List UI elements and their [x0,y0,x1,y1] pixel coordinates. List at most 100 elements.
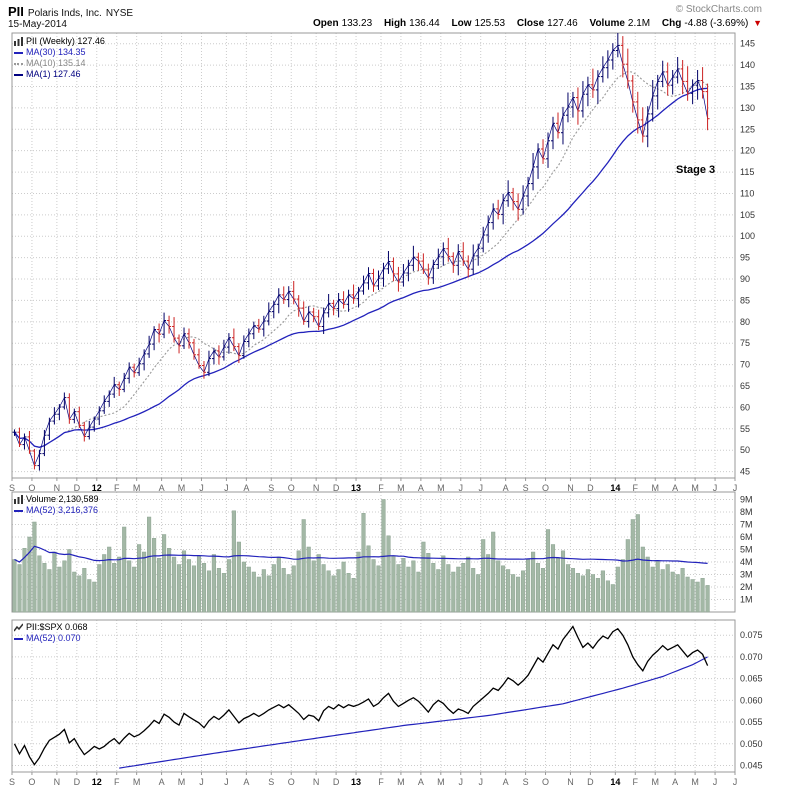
svg-text:S: S [9,777,15,787]
svg-text:A: A [503,777,509,787]
histogram-icon [14,37,23,46]
ratio-legend: PII:$SPX 0.068 MA(52) 0.070 [14,622,88,644]
svg-text:115: 115 [740,167,754,177]
svg-text:0.055: 0.055 [740,717,763,727]
quote-low-value: 125.53 [474,18,506,29]
svg-text:N: N [54,483,61,493]
svg-text:N: N [54,777,61,787]
svg-text:J: J [224,483,229,493]
quote-low-label: Low [451,18,472,29]
svg-text:O: O [542,483,549,493]
svg-text:5M: 5M [740,545,753,555]
svg-text:A: A [243,483,249,493]
ratio-legend-ma-row: MA(52) 0.070 [14,633,88,644]
svg-text:O: O [28,483,35,493]
chart-canvas: 4550556065707580859095100105110115120125… [9,32,763,787]
svg-text:M: M [691,483,699,493]
svg-text:0.050: 0.050 [740,739,763,749]
svg-text:13: 13 [351,777,361,787]
svg-text:M: M [133,777,141,787]
svg-text:120: 120 [740,146,755,156]
svg-text:60: 60 [740,402,750,412]
svg-text:S: S [268,777,274,787]
svg-text:M: M [133,483,141,493]
svg-text:D: D [74,483,81,493]
svg-text:145: 145 [740,39,755,49]
svg-text:N: N [313,777,320,787]
svg-text:F: F [114,777,120,787]
svg-text:M: M [691,777,699,787]
svg-text:M: M [397,483,405,493]
quote-close-label: Close [516,18,545,29]
svg-text:F: F [633,777,639,787]
svg-text:A: A [418,483,424,493]
chart-header: PII Polaris Inds, Inc. NYSE 15-May-2014 © … [8,2,762,30]
company-name: Polaris Inds, Inc. [27,8,102,19]
svg-text:J: J [199,483,204,493]
svg-text:14: 14 [610,777,620,787]
price-legend-main: PII (Weekly) 127.46 [26,36,105,46]
svg-text:J: J [478,777,483,787]
svg-text:O: O [542,777,549,787]
svg-text:0.045: 0.045 [740,760,763,770]
svg-text:J: J [478,483,483,493]
svg-text:85: 85 [740,295,750,305]
svg-text:F: F [633,483,639,493]
svg-text:A: A [159,483,165,493]
svg-text:70: 70 [740,360,750,370]
quote-chg-label: Chg [661,18,682,29]
quote-open-label: Open [313,18,339,29]
svg-text:A: A [159,777,165,787]
svg-text:6M: 6M [740,532,753,542]
svg-text:14: 14 [610,483,620,493]
svg-text:F: F [114,483,120,493]
svg-text:0.070: 0.070 [740,652,763,662]
line-chart-icon [14,623,23,632]
quote-volume-value: 2.1M [627,18,651,29]
histogram-icon [14,495,23,504]
svg-text:75: 75 [740,338,750,348]
svg-text:0.060: 0.060 [740,695,763,705]
svg-text:A: A [243,777,249,787]
price-legend-ma30-row: MA(30) 134.35 [14,47,105,58]
svg-text:130: 130 [740,103,755,113]
svg-text:D: D [74,777,81,787]
svg-text:J: J [199,777,204,787]
price-legend-ma1: MA(1) 127.46 [26,69,81,79]
svg-text:3M: 3M [740,570,753,580]
svg-text:125: 125 [740,124,755,134]
volume-ma-line-swatch [14,509,23,512]
svg-text:M: M [651,777,659,787]
svg-text:0.075: 0.075 [740,630,763,640]
price-legend-ma1-row: MA(1) 127.46 [14,69,105,80]
volume-legend-main: Volume 2,130,589 [26,494,99,504]
svg-text:M: M [178,483,186,493]
quote-chg-value: -4.88 (-3.69%) [684,18,749,29]
price-legend-ma30: MA(30) 134.35 [26,47,86,57]
ma10-line-swatch [14,62,23,65]
svg-text:D: D [587,483,594,493]
svg-text:F: F [378,777,384,787]
svg-text:S: S [523,483,529,493]
svg-text:D: D [333,483,340,493]
svg-text:J: J [713,483,718,493]
ratio-legend-main: PII:$SPX 0.068 [26,622,88,632]
svg-text:9M: 9M [740,495,753,505]
exchange-name: NYSE [105,8,134,19]
volume-legend-ma: MA(52) 3,216,376 [26,505,99,515]
ratio-ma-line-swatch [14,637,23,640]
svg-text:M: M [651,483,659,493]
svg-text:J: J [224,777,229,787]
svg-text:O: O [288,483,295,493]
stockcharts-copyright-link[interactable]: © StockCharts.com [675,4,762,15]
svg-text:J: J [459,777,464,787]
price-legend-ma10: MA(10) 135.14 [26,58,86,68]
svg-text:J: J [713,777,718,787]
svg-text:65: 65 [740,381,750,391]
ratio-legend-ma: MA(52) 0.070 [26,633,81,643]
svg-text:M: M [178,777,186,787]
svg-text:J: J [459,483,464,493]
svg-text:M: M [437,777,445,787]
svg-text:O: O [28,777,35,787]
